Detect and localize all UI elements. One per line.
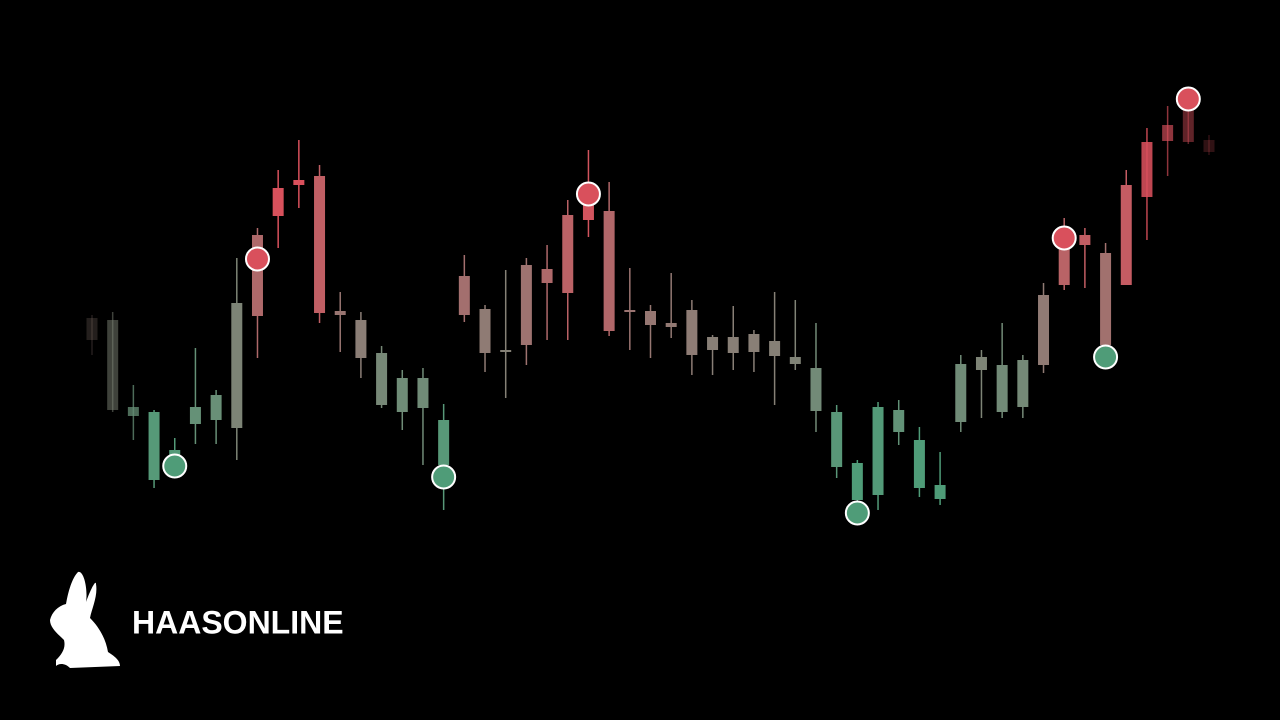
candle-body bbox=[500, 350, 512, 352]
candle-body bbox=[1162, 125, 1174, 141]
candle-body bbox=[789, 357, 801, 364]
candle-body bbox=[1058, 228, 1070, 285]
candle-body bbox=[520, 265, 532, 345]
candle-body bbox=[107, 320, 119, 410]
candle-body bbox=[376, 353, 388, 405]
candle-body bbox=[748, 334, 760, 352]
candle-body bbox=[955, 364, 967, 422]
candle-body bbox=[189, 407, 201, 424]
candle-body bbox=[438, 420, 450, 465]
candle-body bbox=[1017, 360, 1029, 407]
candle-body bbox=[851, 463, 863, 500]
candle-body bbox=[1100, 253, 1112, 345]
candle-body bbox=[727, 337, 739, 353]
candle-body bbox=[541, 269, 553, 283]
candle-body bbox=[645, 311, 656, 325]
candle-body bbox=[86, 318, 98, 340]
signal-marker bbox=[1175, 86, 1201, 112]
candle-body bbox=[810, 368, 822, 411]
candle-body bbox=[624, 310, 636, 312]
candle-body bbox=[417, 378, 429, 408]
candle-body bbox=[458, 276, 470, 315]
candle-body bbox=[582, 205, 594, 220]
candle-body bbox=[1079, 235, 1091, 245]
logo: HAASONLINE bbox=[50, 571, 344, 668]
candle-body bbox=[975, 357, 987, 370]
rabbit-icon bbox=[50, 571, 120, 668]
candle-body bbox=[686, 310, 698, 355]
candle-body bbox=[1120, 185, 1132, 285]
candle-body bbox=[603, 211, 615, 331]
candle-body bbox=[396, 378, 408, 412]
signal-marker bbox=[1093, 344, 1119, 370]
candle-body bbox=[1141, 142, 1153, 197]
candle-body bbox=[210, 395, 222, 420]
candle-body bbox=[231, 303, 243, 428]
candle-body bbox=[355, 320, 367, 358]
candle-body bbox=[893, 410, 905, 432]
candle-body bbox=[148, 412, 160, 480]
candle-body bbox=[562, 215, 574, 293]
signal-marker bbox=[431, 464, 457, 490]
candle-body bbox=[707, 337, 719, 350]
candle-body bbox=[913, 440, 925, 488]
candle-body bbox=[1203, 140, 1215, 152]
candle-body bbox=[293, 180, 305, 185]
candle-body bbox=[479, 309, 491, 353]
candle-body bbox=[996, 365, 1008, 412]
signal-marker bbox=[1051, 225, 1077, 251]
candle-body bbox=[934, 485, 946, 499]
candle-body bbox=[272, 188, 284, 216]
candle-body bbox=[1182, 110, 1194, 142]
signal-marker bbox=[244, 246, 270, 272]
candle-body bbox=[169, 450, 181, 455]
signal-marker bbox=[844, 500, 870, 526]
signal-marker bbox=[575, 181, 601, 207]
signal-marker bbox=[162, 453, 188, 479]
candle-body bbox=[769, 341, 781, 356]
candle-body bbox=[251, 235, 263, 316]
candle-body bbox=[127, 407, 139, 416]
candle-body bbox=[334, 311, 346, 315]
candle-body bbox=[831, 412, 843, 467]
candle-body bbox=[314, 176, 326, 313]
brand-name: HAASONLINE bbox=[132, 604, 344, 640]
candle-body bbox=[872, 407, 884, 495]
candle-body bbox=[665, 323, 677, 327]
candle-body bbox=[1038, 295, 1050, 365]
